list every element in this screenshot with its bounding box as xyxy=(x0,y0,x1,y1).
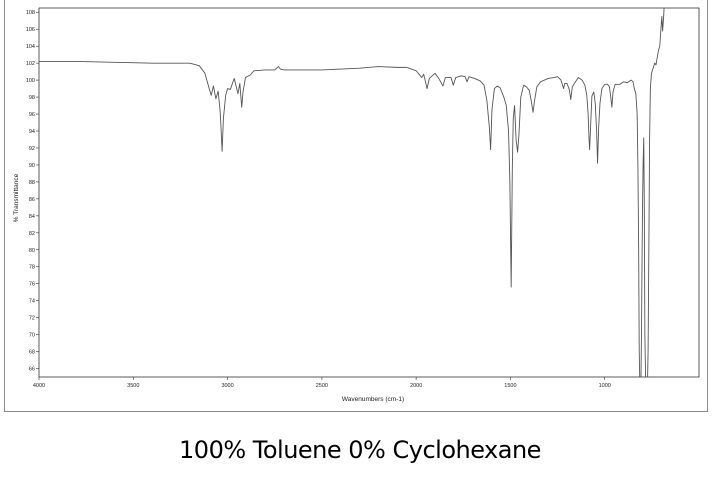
y-tick-label: 106 xyxy=(26,27,35,33)
y-tick-label: 90 xyxy=(29,163,35,169)
y-tick-label: 92 xyxy=(29,146,35,152)
y-tick-label: 72 xyxy=(29,316,35,322)
x-tick-label: 3500 xyxy=(127,383,139,389)
y-tick-label: 102 xyxy=(26,61,35,67)
x-tick-label: 2000 xyxy=(410,383,422,389)
x-tick-label: 3000 xyxy=(221,383,233,389)
y-tick-label: 94 xyxy=(29,129,35,135)
y-tick-label: 82 xyxy=(29,231,35,237)
figure-caption: 100% Toluene 0% Cyclohexane xyxy=(179,436,541,464)
y-tick-label: 86 xyxy=(29,197,35,203)
y-tick-label: 66 xyxy=(29,367,35,373)
x-tick-label: 1500 xyxy=(504,383,516,389)
y-tick-label: 76 xyxy=(29,282,35,288)
y-tick-label: 108 xyxy=(26,10,35,16)
y-tick-label: 104 xyxy=(26,44,35,50)
y-tick-label: 74 xyxy=(29,299,35,305)
ir-spectrum-chart: 66 68 70 72 74 76 78 80 82 84 86 88 90 92 94 96 98 100 102… xyxy=(13,7,700,403)
y-tick-label: 96 xyxy=(29,112,35,118)
x-axis-label: Wavenumbers (cm-1) xyxy=(342,396,404,403)
y-tick-label: 88 xyxy=(29,180,35,186)
y-tick-label: 70 xyxy=(29,333,35,339)
y-tick-label: 98 xyxy=(29,95,35,101)
x-tick-label: 1000 xyxy=(599,383,611,389)
y-axis-label: % Transmittance xyxy=(13,173,20,222)
y-tick-label: 68 xyxy=(29,350,35,356)
y-tick-label: 84 xyxy=(29,214,35,220)
plot-area-frame xyxy=(38,7,700,378)
spectrum-series-line xyxy=(39,8,665,377)
y-tick-label: 80 xyxy=(29,248,35,254)
spectrum-figure: 66 68 70 72 74 76 78 80 82 84 86 88 90 92 94 96 98 100 102… xyxy=(4,0,708,412)
y-tick-label: 100 xyxy=(26,78,35,84)
x-tick-label: 2500 xyxy=(316,383,328,389)
x-tick-label: 4000 xyxy=(33,383,45,389)
y-tick-label: 78 xyxy=(29,265,35,271)
